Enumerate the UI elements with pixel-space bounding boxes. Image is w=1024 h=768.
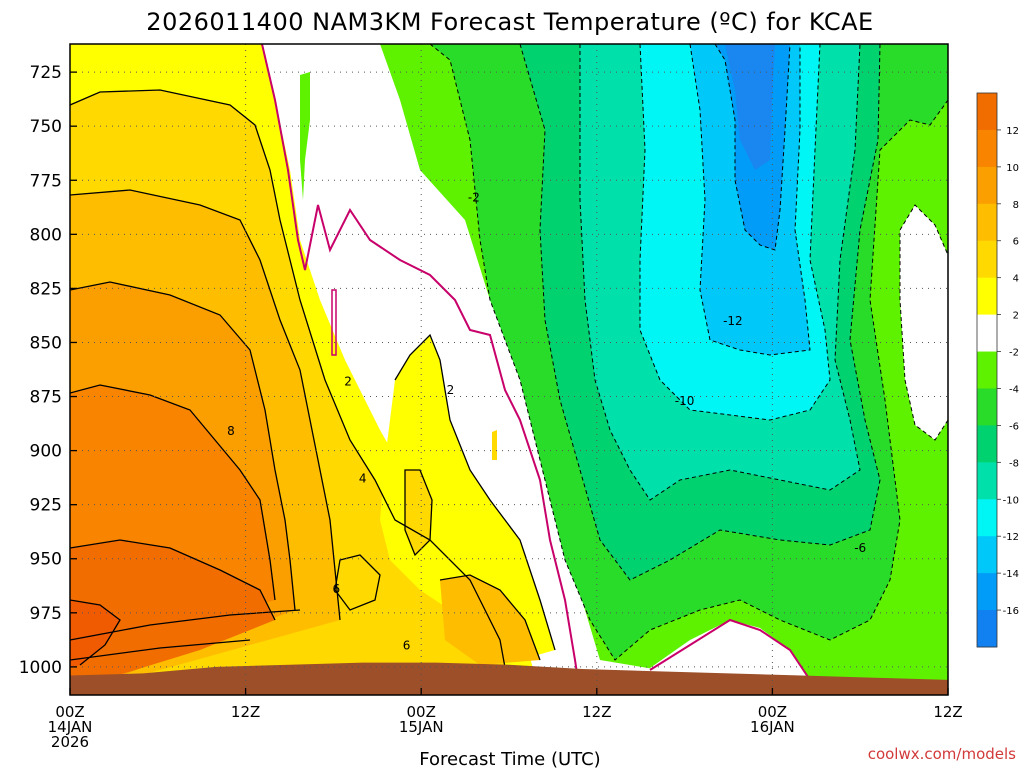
chart-title: 2026011400 NAM3KM Forecast Temperature (… (146, 8, 873, 36)
y-tick-label: 725 (30, 63, 62, 83)
fill-cold-sliver (300, 72, 310, 200)
colorbar-label: 6 (1013, 237, 1019, 248)
fill-warm-pocket-a (335, 555, 380, 610)
y-tick-label: 850 (30, 333, 62, 353)
colorbar-label: -6 (1009, 421, 1019, 432)
y-tick-label: 950 (30, 550, 62, 570)
y-tick-label: 825 (30, 279, 62, 299)
fill-warm-sliver (492, 430, 497, 460)
y-tick-label: 900 (30, 442, 62, 462)
contour-label: 2 (344, 374, 352, 388)
colorbar-label: 12 (1006, 126, 1019, 137)
colorbar-swatch (977, 203, 997, 242)
x-tick-label: 12Z (933, 703, 962, 721)
contour-label: 8 (227, 424, 235, 438)
colorbar-label: -12 (1003, 532, 1019, 543)
colorbar-swatch (977, 166, 997, 205)
y-tick-label: 775 (30, 171, 62, 191)
contour-label: -10 (675, 394, 695, 408)
colorbar: 12 10 8 6 4 2 -2 -4 -6 -8 -10 -12 -14 -16 (976, 92, 1019, 648)
colorbar-label: 8 (1013, 200, 1019, 211)
contour-label: 4 (359, 472, 367, 486)
x-tick-label: 14JAN (48, 718, 93, 736)
y-tick-label: 750 (30, 117, 62, 137)
fill-band-12-plus (70, 540, 275, 690)
fill-warm-pocket-yellow (380, 335, 555, 660)
x-tick-label: 2026 (51, 733, 89, 751)
ground-surface (70, 662, 948, 695)
colorbar-label: -10 (1003, 495, 1019, 506)
colorbar-swatch (977, 277, 997, 315)
colorbar-label: 2 (1013, 311, 1019, 322)
credit-text: coolwx.com/models (868, 745, 1016, 763)
colorbar-label: 4 (1013, 274, 1019, 285)
colorbar-swatch (977, 388, 997, 426)
contour-label: 6 (403, 638, 411, 652)
contour-labels: -2 -12 -10 -6 2 2 4 6 6 8 (227, 191, 866, 653)
x-tick-label: 16JAN (750, 718, 795, 736)
colorbar-swatch (977, 240, 997, 279)
contour-label: 2 (447, 383, 455, 397)
zero-degree-contour (261, 44, 579, 681)
colorbar-swatch (977, 499, 997, 537)
cold-isotherms (429, 44, 948, 661)
fill-band-minus16 (725, 44, 775, 170)
x-axis-label: Forecast Time (UTC) (419, 749, 600, 768)
x-tick-label: 15JAN (399, 718, 444, 736)
x-tick-label: 00Z (407, 703, 436, 721)
colorbar-label: -14 (1003, 569, 1019, 580)
y-tick-label: 1000 (19, 658, 62, 678)
y-tick-label: 800 (30, 225, 62, 245)
x-tick-label: 00Z (758, 703, 787, 721)
colorbar-swatch (977, 610, 997, 648)
contour-label: -12 (723, 314, 743, 328)
zero-degree-contour-2 (649, 618, 811, 681)
fill-warm-pocket-right (900, 205, 948, 440)
plot-frame (69, 43, 949, 696)
y-tick-label: 975 (30, 604, 62, 624)
colorbar-swatch (977, 536, 997, 574)
y-axis: 725 750 775 800 825 850 875 900 925 950 975 1000 (19, 63, 77, 678)
colorbar-swatch (977, 314, 997, 352)
contour-label: -6 (854, 541, 866, 555)
colorbar-label: -16 (1003, 606, 1019, 617)
colorbar-swatch (977, 351, 997, 389)
colorbar-label: 10 (1006, 163, 1019, 174)
fill-band-warmest (70, 600, 120, 668)
colorbar-label: -8 (1009, 458, 1019, 469)
colorbar-label: -2 (1009, 348, 1019, 359)
colorbar-frame (976, 92, 998, 648)
contour-label: 6 (333, 582, 341, 596)
zero-degree-contour-3 (331, 289, 337, 356)
warm-isotherms (70, 89, 556, 695)
colorbar-swatch (977, 93, 997, 131)
colorbar-swatch (977, 573, 997, 611)
colorbar-label: -4 (1009, 384, 1019, 395)
colorbar-swatch (977, 425, 997, 463)
plot-area (70, 44, 948, 695)
contour-label: -2 (468, 191, 480, 205)
colorbar-swatch (977, 462, 997, 500)
y-tick-label: 925 (30, 496, 62, 516)
x-tick-label: 00Z (55, 703, 84, 721)
colorbar-swatch (977, 129, 997, 168)
grid-lines (70, 44, 948, 695)
y-tick-label: 875 (30, 388, 62, 408)
fill-warm-pocket-b (405, 470, 432, 555)
x-tick-label: 12Z (582, 703, 611, 721)
x-tick-label: 12Z (231, 703, 260, 721)
